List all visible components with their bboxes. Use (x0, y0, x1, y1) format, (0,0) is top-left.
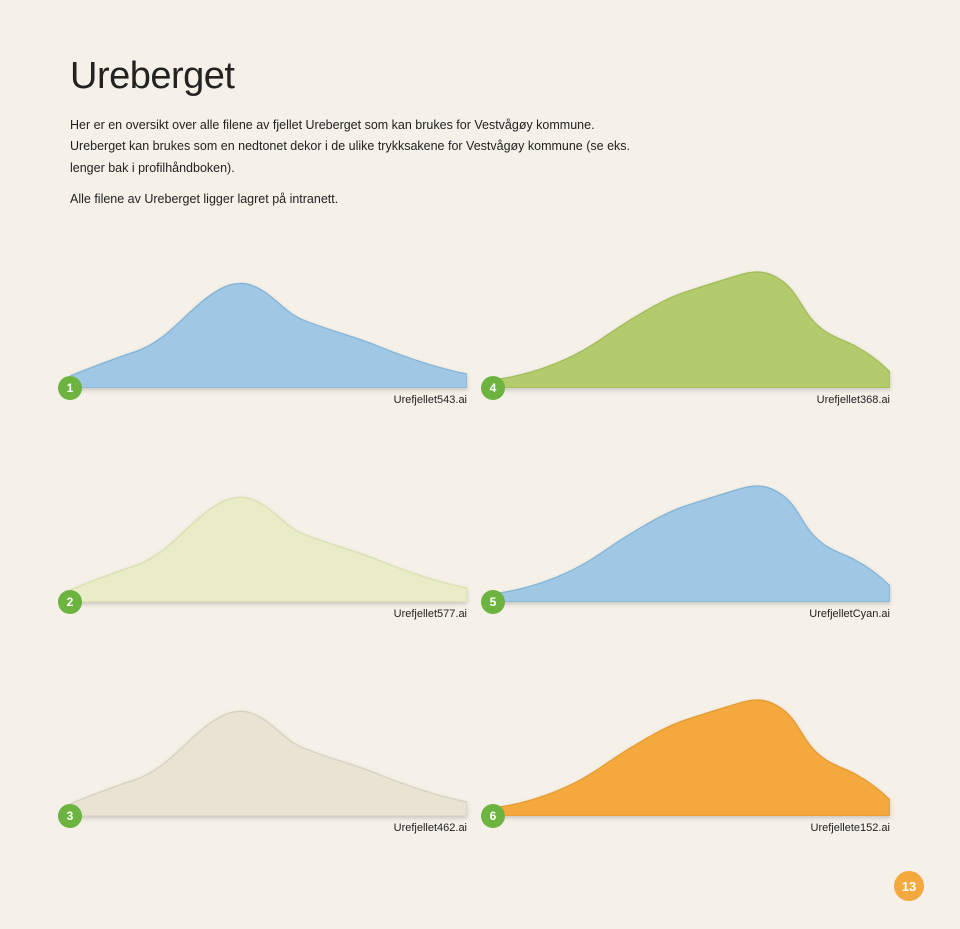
mountain-number: 6 (490, 809, 497, 823)
mountain-tile: 6 (493, 688, 890, 816)
intro-line: Her er en oversikt over alle filene av f… (70, 116, 730, 135)
mountain-cell: 1Urefjellet543.ai (70, 260, 467, 406)
mountain-number-badge: 5 (481, 590, 505, 614)
mountain-shape (493, 474, 890, 602)
mountain-number-badge: 2 (58, 590, 82, 614)
mountain-number-badge: 1 (58, 376, 82, 400)
mountain-cell: 3Urefjellet462.ai (70, 688, 467, 834)
intro-text: Her er en oversikt over alle filene av f… (70, 116, 730, 178)
mountain-filename: Urefjellete152.ai (493, 822, 890, 834)
mountain-cell: 2Urefjellet577.ai (70, 474, 467, 620)
mountain-tile: 1 (70, 260, 467, 388)
mountain-filename: Urefjellet543.ai (70, 394, 467, 406)
mountain-filename: Urefjellet462.ai (70, 822, 467, 834)
mountain-number: 1 (67, 381, 74, 395)
mountain-tile: 4 (493, 260, 890, 388)
mountain-shape (493, 688, 890, 816)
mountain-filename: UrefjelletCyan.ai (493, 608, 890, 620)
page-number-badge: 13 (894, 871, 924, 901)
mountain-filename: Urefjellet577.ai (70, 608, 467, 620)
page-title: Ureberget (70, 55, 890, 98)
mountain-number: 5 (490, 595, 497, 609)
mountain-shape (70, 260, 467, 388)
mountain-cell: 5UrefjelletCyan.ai (493, 474, 890, 620)
page-number: 13 (902, 879, 916, 894)
mountain-tile: 2 (70, 474, 467, 602)
footnote-text: Alle filene av Ureberget ligger lagret p… (70, 190, 890, 209)
mountain-cell: 4Urefjellet368.ai (493, 260, 890, 406)
mountain-number-badge: 6 (481, 804, 505, 828)
intro-line: Ureberget kan brukes som en nedtonet dek… (70, 137, 730, 156)
intro-line: lenger bak i profilhåndboken). (70, 159, 730, 178)
mountain-grid: 1Urefjellet543.ai4Urefjellet368.ai2Urefj… (70, 260, 890, 834)
mountain-number: 3 (67, 809, 74, 823)
mountain-tile: 3 (70, 688, 467, 816)
mountain-number-badge: 4 (481, 376, 505, 400)
mountain-filename: Urefjellet368.ai (493, 394, 890, 406)
mountain-number: 4 (490, 381, 497, 395)
mountain-tile: 5 (493, 474, 890, 602)
mountain-number: 2 (67, 595, 74, 609)
mountain-shape (70, 474, 467, 602)
mountain-number-badge: 3 (58, 804, 82, 828)
mountain-shape (493, 260, 890, 388)
mountain-cell: 6Urefjellete152.ai (493, 688, 890, 834)
mountain-shape (70, 688, 467, 816)
